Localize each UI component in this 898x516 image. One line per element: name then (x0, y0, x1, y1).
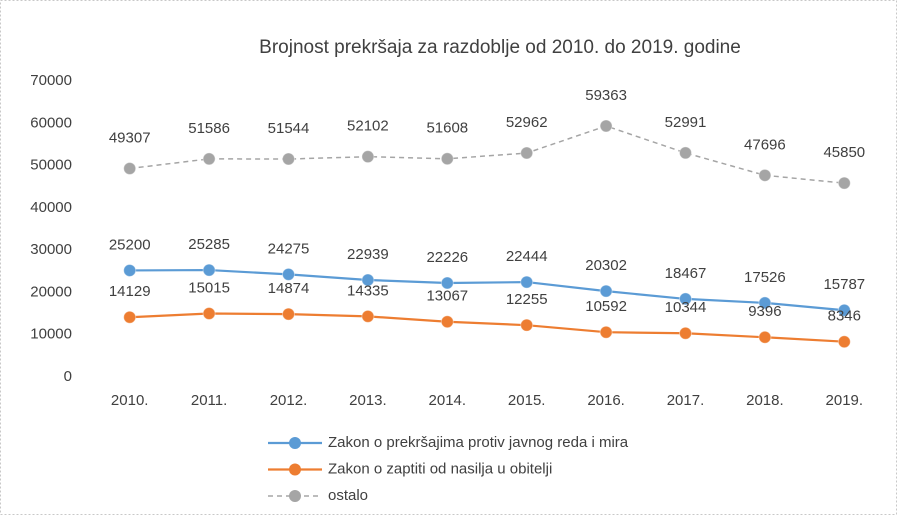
data-point (361, 309, 375, 323)
data-label: 13067 (426, 288, 468, 305)
legend-marker (289, 437, 301, 449)
data-point (440, 152, 454, 166)
data-point (440, 315, 454, 329)
data-label: 18467 (665, 265, 707, 282)
data-point (758, 330, 772, 344)
series-line (129, 312, 845, 343)
data-point (520, 318, 534, 332)
y-tick-label: 20000 (30, 283, 72, 300)
data-label: 12255 (506, 291, 548, 308)
series-line (129, 125, 845, 184)
legend-label: Zakon o zaptiti od nasilja u obitelji (328, 460, 552, 477)
data-label: 14874 (268, 280, 310, 297)
x-tick-label: 2015. (508, 392, 546, 409)
data-label: 24275 (268, 240, 310, 257)
y-tick-label: 40000 (30, 199, 72, 216)
x-tick-label: 2013. (349, 392, 387, 409)
data-point (202, 263, 216, 277)
x-tick-label: 2016. (587, 392, 625, 409)
data-label: 15015 (188, 279, 230, 296)
data-label: 10592 (585, 298, 627, 315)
data-point (202, 307, 216, 321)
data-label: 14129 (109, 283, 151, 300)
y-tick-label: 0 (64, 368, 72, 385)
data-point (758, 296, 772, 310)
data-label: 59363 (585, 87, 627, 104)
legend-label: ostalo (328, 487, 368, 504)
x-tick-label: 2019. (826, 392, 864, 409)
data-label: 51586 (188, 120, 230, 137)
data-point (679, 146, 692, 160)
legend-label: Zakon o prekršajima protiv javnog reda i… (328, 434, 629, 451)
data-label: 45850 (823, 144, 865, 161)
y-tick-label: 60000 (30, 114, 72, 131)
x-tick-label: 2012. (270, 392, 308, 409)
data-point (361, 150, 375, 164)
data-label: 49307 (109, 129, 151, 146)
y-tick-label: 50000 (30, 157, 72, 174)
data-point (599, 325, 613, 339)
x-tick-label: 2014. (429, 392, 467, 409)
data-point (440, 276, 454, 290)
data-label: 22226 (426, 249, 468, 266)
data-point (679, 292, 692, 306)
series-line (129, 268, 845, 312)
data-point (837, 335, 851, 349)
data-label: 52962 (506, 114, 548, 131)
y-tick-label: 70000 (30, 72, 72, 89)
legend-marker (289, 490, 301, 502)
data-point (282, 152, 295, 166)
data-label: 25285 (188, 236, 230, 253)
data-label: 25200 (109, 236, 151, 253)
x-tick-label: 2018. (746, 392, 784, 409)
legend-marker (289, 463, 301, 476)
data-point (520, 146, 534, 160)
data-label: 14335 (347, 282, 389, 299)
data-point (599, 284, 613, 298)
data-point (599, 119, 613, 133)
data-point (520, 275, 534, 289)
x-tick-label: 2010. (111, 392, 149, 409)
data-point (123, 310, 137, 324)
data-label: 17526 (744, 269, 786, 286)
data-point (758, 168, 772, 182)
data-point (282, 307, 295, 321)
data-label: 15787 (823, 276, 865, 293)
x-tick-label: 2011. (191, 392, 227, 409)
data-point (282, 267, 295, 281)
data-label: 51608 (426, 120, 468, 137)
data-point (123, 263, 137, 277)
data-label: 52991 (665, 114, 707, 131)
y-tick-label: 30000 (30, 241, 72, 258)
data-point (202, 152, 216, 166)
data-point (361, 273, 375, 287)
data-label: 51544 (268, 120, 310, 137)
data-label: 47696 (744, 136, 786, 153)
chart-title: Brojnost prekršaja za razdoblje od 2010.… (259, 37, 741, 58)
x-tick-label: 2017. (667, 392, 705, 409)
data-label: 20302 (585, 257, 627, 274)
data-point (679, 326, 692, 340)
data-label: 22939 (347, 246, 389, 263)
data-point (123, 162, 137, 176)
data-point (837, 176, 851, 190)
data-label: 9396 (748, 303, 781, 320)
data-label: 8346 (828, 308, 861, 325)
data-label: 22444 (506, 248, 548, 265)
data-label: 10344 (665, 299, 707, 316)
data-label: 52102 (347, 118, 389, 135)
y-tick-label: 10000 (30, 326, 72, 343)
data-point (837, 303, 851, 317)
